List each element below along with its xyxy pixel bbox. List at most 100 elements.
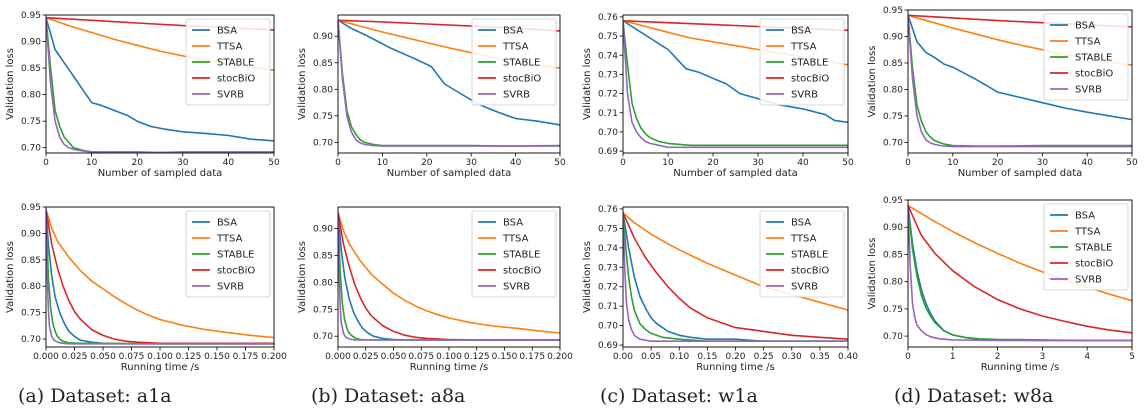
x-tick-label: 40: [1081, 158, 1093, 168]
legend-label-svrb: SVRB: [1075, 275, 1102, 286]
y-tick-label: 0.85: [313, 251, 333, 261]
plot-frame: [907, 9, 1133, 154]
y-tick-label: 0.70: [21, 335, 41, 345]
x-tick-label: 10: [947, 158, 959, 168]
y-tick-label: 0.70: [883, 138, 903, 148]
y-tick-label: 0.75: [21, 117, 41, 127]
legend-label-stable: STABLE: [217, 250, 254, 261]
y-tick-label: 0.85: [883, 59, 903, 69]
y-tick-label: 0.80: [883, 85, 903, 95]
x-tick-label: 4: [1084, 352, 1090, 362]
x-axis-label: Running time /s: [696, 362, 775, 373]
legend-label-svrb: SVRB: [791, 282, 818, 293]
x-tick-label: 0.025: [62, 352, 88, 362]
x-axis-label: Running time /s: [981, 362, 1060, 373]
x-axis-label: Number of sampled data: [673, 168, 798, 179]
y-tick-label: 0.73: [598, 263, 618, 273]
y-tick-label: 0.70: [313, 138, 333, 148]
y-tick-label: 0.69: [598, 147, 618, 157]
chart-5: 0.000 0.025 0.050 0.075 0.100 0.125 0.150 0.175…: [5, 203, 287, 373]
legend: BSA TTSA STABLE stocBiO SVRB: [185, 18, 271, 106]
series-line-ttsa: [46, 209, 274, 339]
y-tick-label: 0.70: [883, 332, 903, 342]
legend-label-ttsa: TTSA: [790, 42, 817, 53]
legend-label-bsa: BSA: [791, 218, 811, 229]
x-tick-label: 0.075: [408, 352, 434, 362]
legend-label-svrb: SVRB: [503, 282, 530, 293]
chart-8: 0 1 2 3 4 5 0.70 0.75 0.80 0.85 0.90 0.95 Running ti…: [867, 196, 1135, 373]
legend-label-stable: STABLE: [503, 250, 540, 261]
series-line-bsa: [623, 20, 848, 124]
y-tick-label: 0.70: [598, 128, 618, 138]
y-tick-label: 0.90: [313, 225, 333, 235]
legend-label-bsa: BSA: [503, 218, 523, 229]
legend-label-stable: STABLE: [217, 58, 254, 69]
x-tick-label: 0.150: [204, 352, 230, 362]
series-line-svrb: [46, 17, 274, 153]
x-tick-label: 10: [377, 158, 389, 168]
legend-label-stable: STABLE: [1075, 53, 1112, 64]
x-tick-label: 0.000: [325, 352, 351, 362]
chart-1: 0 10 20 30 40 50 0.70 0.75 0.80 0.85 0.90 0.95 Numbe…: [5, 11, 280, 179]
x-tick-label: 0.100: [147, 352, 173, 362]
x-tick-label: 0.10: [669, 352, 689, 362]
y-tick-label: 0.69: [598, 341, 618, 351]
caption-a: (a) Dataset: a1a: [18, 385, 172, 407]
y-tick-label: 0.90: [21, 229, 41, 239]
y-tick-label: 0.95: [883, 6, 903, 16]
charts-group: 0 10 20 30 40 500.700.750.800.850.900.95Numbe…: [5, 6, 1138, 373]
x-tick-label: 20: [421, 158, 433, 168]
x-tick-label: 50: [1126, 158, 1138, 168]
y-tick-label: 0.75: [313, 112, 333, 122]
x-tick-label: 0.200: [547, 352, 573, 362]
x-axis-label: Running time /s: [121, 362, 200, 373]
y-tick-label: 0.85: [21, 64, 41, 74]
legend-box: [185, 18, 271, 106]
legend-label-svrb: SVRB: [1075, 85, 1102, 96]
legend-label-stocbio: stocBiO: [503, 74, 541, 85]
y-tick-label: 0.90: [883, 223, 903, 233]
y-axis-label: Validation loss: [5, 48, 16, 120]
legend-label-bsa: BSA: [503, 26, 523, 37]
y-tick-label: 0.75: [21, 309, 41, 319]
y-tick-label: 0.70: [313, 332, 333, 342]
legend-label-ttsa: TTSA: [502, 42, 529, 53]
x-tick-label: 10: [86, 158, 98, 168]
x-tick-label: 0.050: [381, 352, 407, 362]
chart-2: 0 10 20 30 40 50 0.70 0.75 0.80 0.85 0.90 Number of…: [297, 14, 566, 179]
legend: BSA TTSA STABLE stocBiO SVRB: [1043, 13, 1129, 101]
y-tick-label: 0.90: [21, 38, 41, 48]
x-tick-label: 0.20: [725, 352, 745, 362]
legend-label-ttsa: TTSA: [1074, 37, 1101, 48]
series-line-bsa: [46, 17, 274, 142]
x-tick-label: 0.00: [613, 352, 633, 362]
y-tick-label: 0.75: [598, 224, 618, 234]
legend: BSA TTSA STABLE stocBiO SVRB: [471, 210, 557, 298]
y-tick-label: 0.95: [21, 11, 41, 21]
series-line-svrb: [623, 20, 848, 149]
legend-label-stocbio: stocBiO: [217, 266, 255, 277]
y-tick-label: 0.80: [883, 278, 903, 288]
legend-box: [471, 210, 557, 298]
y-tick-label: 0.90: [313, 32, 333, 42]
y-tick-label: 0.95: [21, 203, 41, 213]
legend-label-svrb: SVRB: [503, 90, 530, 101]
plot-frame: [622, 14, 849, 154]
x-tick-label: 30: [177, 158, 189, 168]
chart-6: 0.000 0.025 0.050 0.075 0.100 0.125 0.150 0.175…: [297, 206, 573, 373]
x-tick-label: 30: [752, 158, 764, 168]
series-line-bsa: [338, 19, 560, 126]
legend-label-stocbio: stocBiO: [1075, 69, 1113, 80]
legend-label-ttsa: TTSA: [1074, 227, 1101, 238]
y-tick-label: 0.80: [313, 278, 333, 288]
x-tick-label: 0.40: [838, 352, 858, 362]
legend: BSA TTSA STABLE stocBiO SVRB: [1043, 203, 1129, 291]
caption-d: (d) Dataset: w8a: [894, 385, 1053, 407]
plot-frame: [337, 14, 561, 154]
x-tick-label: 40: [223, 158, 235, 168]
legend-label-svrb: SVRB: [217, 90, 244, 101]
x-axis-label: Number of sampled data: [98, 168, 223, 179]
y-axis-label: Validation loss: [582, 241, 593, 313]
y-tick-label: 0.75: [883, 305, 903, 315]
